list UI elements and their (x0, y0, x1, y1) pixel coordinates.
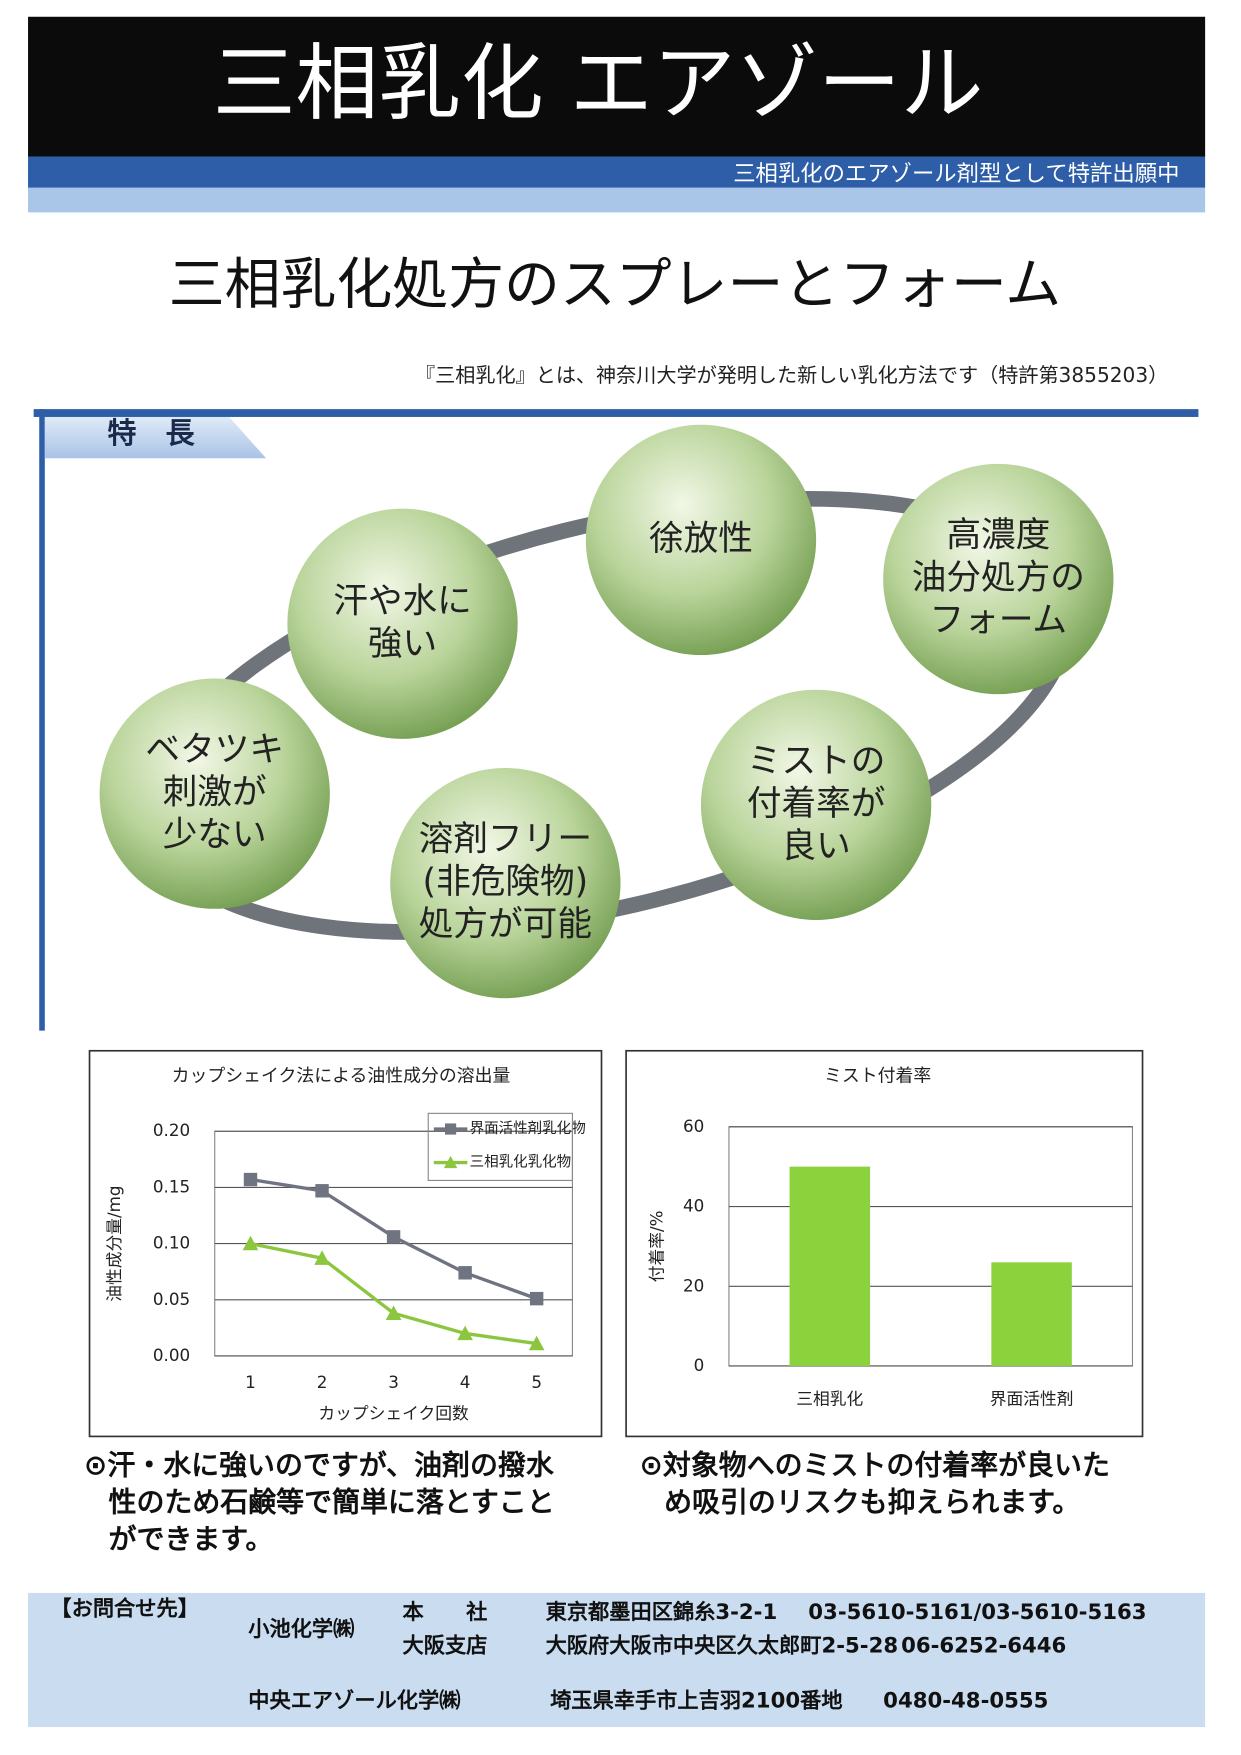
caption: め吸引のリスクも抑えられます。 (664, 1485, 1080, 1518)
feature-label: 付着率が (747, 784, 886, 824)
x-tick-label: 2 (317, 1372, 328, 1392)
y-tick-label: 0.20 (153, 1120, 190, 1140)
x-axis-label: カップシェイク回数 (318, 1403, 469, 1423)
marker (458, 1266, 472, 1280)
feature-label: フォーム (930, 601, 1068, 641)
y-axis-label: 付着率/% (646, 1210, 666, 1282)
y-tick-label: 60 (683, 1116, 704, 1136)
y-tick-label: 0.00 (153, 1345, 190, 1365)
chart-frame (625, 1049, 1144, 1438)
legend-frame (427, 1112, 573, 1181)
company-name: 小池化学㈱ (248, 1616, 354, 1642)
feature-bubble (585, 424, 817, 656)
header-subtitle: 三相乳化のエアゾール剤型として特許出願中 (733, 161, 1179, 187)
marker (242, 1235, 259, 1251)
feature-label: 良い (781, 826, 850, 866)
x-tick-label: 界面活性剤 (990, 1389, 1074, 1409)
y-tick-label: 40 (683, 1196, 704, 1216)
marker (243, 1172, 258, 1187)
feature-label: ベタツキ (145, 730, 284, 770)
y-tick-label: 0.15 (153, 1176, 190, 1196)
feature-label: 高濃度 (946, 516, 1050, 556)
section-rule (33, 409, 1199, 417)
address: 大阪府大阪市中央区久太郎町2-5-28 (546, 1633, 899, 1659)
subtitle-bar (28, 156, 1206, 188)
legend-marker (445, 1123, 457, 1135)
chart-title: ミスト付着率 (824, 1065, 931, 1086)
bar (991, 1262, 1072, 1366)
feature-label: 徐放性 (649, 519, 753, 559)
legend-marker (443, 1155, 458, 1169)
header-stripe (28, 187, 1206, 213)
x-tick-label: 3 (388, 1372, 399, 1392)
feature-bubble (390, 767, 621, 999)
feature-label: 油分処方の (912, 558, 1085, 598)
feature-bubble (287, 508, 518, 739)
company-name: 中央エアゾール化学㈱ (248, 1687, 460, 1713)
marker (314, 1250, 330, 1265)
address: 東京都墨田区錦糸3-2-1 (546, 1599, 778, 1625)
feature-label: 処方が可能 (419, 905, 592, 945)
note: 『三相乳化』とは、神奈川大学が発明した新しい乳化方法です（特許第3855203） (415, 363, 1168, 387)
feature-label: 溶剤フリー (419, 820, 592, 860)
caption: ができます。 (109, 1522, 274, 1555)
x-tick-label: 三相乳化 (796, 1389, 863, 1409)
contact-band (28, 1592, 1206, 1728)
feature-bubble (700, 689, 932, 920)
office: 大阪支店 (403, 1634, 488, 1659)
phone: 06-6252-6446 (901, 1634, 1066, 1659)
section-tab (44, 416, 267, 459)
phone: 0480-48-0555 (883, 1688, 1048, 1713)
marker (385, 1305, 402, 1320)
legend-label: 三相乳化乳化物 (470, 1154, 572, 1171)
marker (457, 1325, 473, 1341)
caption: 性のため石鹸等で簡単に落とすこと (109, 1485, 555, 1518)
x-tick-label: 4 (460, 1372, 471, 1392)
feature-label: 強い (368, 624, 437, 664)
feature-label: (非危険物) (423, 862, 589, 902)
marker (529, 1291, 544, 1306)
y-tick-label: 0 (694, 1355, 705, 1375)
office: 本 社 (403, 1599, 488, 1625)
feature-bubble (883, 463, 1114, 695)
feature-label: 汗や水に (333, 582, 472, 622)
y-tick-label: 20 (683, 1275, 704, 1295)
feature-label: ミストの (747, 741, 886, 781)
y-tick-label: 0.10 (153, 1233, 190, 1253)
x-tick-label: 1 (245, 1372, 256, 1392)
y-tick-label: 0.05 (153, 1289, 190, 1309)
x-tick-label: 5 (531, 1372, 542, 1392)
marker (386, 1230, 401, 1244)
header-title: 三相乳化 エアゾール (213, 35, 984, 132)
legend-label: 界面活性剤乳化物 (470, 1120, 586, 1137)
address: 埼玉県幸手市上吉羽2100番地 (550, 1687, 842, 1713)
feature-label: 刺激が (163, 773, 267, 813)
header-bar (28, 16, 1206, 157)
section-side-rule (39, 409, 45, 1031)
feature-bubble (99, 678, 330, 909)
section-heading: 特 長 (107, 416, 195, 450)
caption: ⊙対象物へのミストの付着率が良いた (640, 1449, 1110, 1482)
y-axis-label: 油性成分量/mg (104, 1185, 124, 1301)
chart-title: カップシェイク法による油性成分の溶出量 (172, 1065, 511, 1086)
marker (315, 1184, 329, 1198)
main-title: 三相乳化処方のスプレーとフォーム (169, 253, 1061, 318)
contact-label: 【お問合せ先】 (50, 1596, 199, 1622)
marker (528, 1335, 545, 1351)
phone: 03-5610-5161/03-5610-5163 (808, 1600, 1146, 1625)
caption: ⊙汗・水に強いのですが、油剤の撥水 (84, 1449, 555, 1482)
feature-label: 少ない (163, 815, 267, 855)
bar (789, 1166, 871, 1366)
